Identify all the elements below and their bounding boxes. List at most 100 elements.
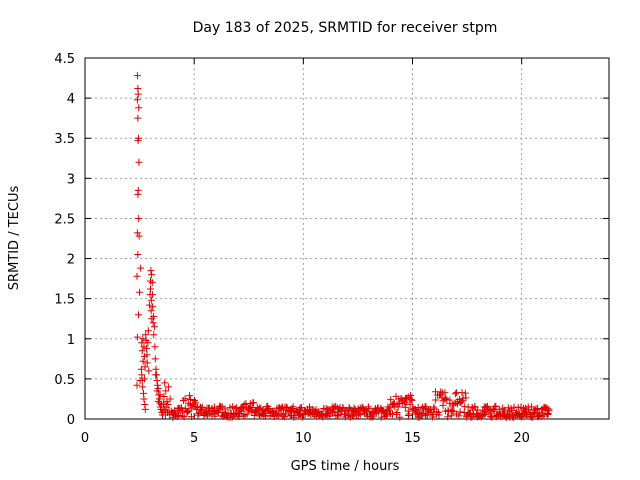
y-tick-label: 4: [67, 92, 75, 107]
data-point: [160, 399, 168, 407]
data-point: [195, 409, 203, 417]
y-tick-label: 4.5: [54, 52, 75, 67]
data-point: [148, 279, 156, 287]
data-point: [186, 392, 194, 400]
data-point: [294, 408, 302, 416]
data-point: [423, 411, 431, 419]
data-point: [147, 267, 155, 275]
data-point: [164, 383, 172, 391]
data-point: [135, 158, 143, 166]
y-tick-label: 0.5: [54, 373, 75, 388]
data-point: [153, 387, 161, 395]
data-point: [510, 403, 518, 411]
data-point: [138, 347, 146, 355]
data-point: [133, 333, 141, 341]
y-tick-label: 1: [67, 333, 75, 348]
data-point: [147, 277, 154, 285]
data-point: [134, 90, 142, 98]
data-point: [139, 357, 147, 365]
x-tick-label: 0: [81, 431, 89, 446]
data-point: [387, 396, 395, 404]
data-point: [430, 403, 438, 411]
data-point: [191, 398, 199, 406]
data-point: [180, 413, 188, 421]
data-point: [351, 408, 359, 416]
data-point: [150, 331, 158, 339]
data-point: [356, 411, 364, 419]
chart-title: Day 183 of 2025, SRMTID for receiver stp…: [193, 20, 498, 36]
data-point: [133, 381, 141, 389]
data-point: [135, 104, 143, 112]
data-point: [188, 413, 196, 421]
data-point: [406, 400, 414, 408]
data-point: [145, 301, 153, 309]
data-point: [181, 395, 189, 403]
data-point: [461, 389, 469, 397]
data-point: [134, 114, 142, 122]
data-point: [133, 72, 141, 80]
data-point: [262, 412, 270, 420]
data-point: [149, 319, 157, 327]
data-point: [133, 272, 141, 280]
data-point: [198, 406, 206, 414]
data-point: [527, 413, 535, 421]
data-point: [140, 375, 148, 383]
data-point: [405, 410, 413, 418]
data-point: [471, 403, 479, 411]
y-tick-label: 3: [67, 172, 75, 187]
data-point: [135, 214, 143, 222]
data-point: [385, 405, 393, 413]
data-point: [365, 405, 373, 413]
x-tick-label: 10: [295, 431, 312, 446]
data-point: [456, 408, 464, 416]
plot-frame: [84, 57, 610, 420]
data-point: [139, 335, 147, 343]
data-point: [164, 401, 172, 409]
data-point: [137, 264, 145, 272]
data-point: [492, 402, 500, 410]
data-point: [152, 371, 160, 379]
grid: [85, 58, 609, 419]
data-point: [186, 395, 194, 403]
data-point: [151, 343, 159, 351]
data-point: [135, 232, 143, 240]
data-point: [231, 411, 239, 419]
data-point: [154, 397, 162, 405]
data-point: [407, 392, 415, 400]
data-point: [156, 391, 164, 399]
data-point: [143, 351, 151, 359]
data-point: [148, 271, 156, 279]
data-point: [542, 404, 550, 412]
y-axis-label: SRMTID / TECUs: [7, 186, 22, 291]
data-point: [134, 311, 142, 319]
data-point: [145, 367, 153, 375]
data-point: [143, 359, 151, 367]
data-point: [399, 400, 407, 408]
data-point: [140, 395, 148, 403]
data-point: [161, 379, 169, 387]
data-point: [451, 390, 459, 398]
data-point: [184, 408, 192, 416]
y-tick-label: 2: [67, 253, 75, 268]
data-point: [447, 406, 455, 414]
x-tick-label: 15: [404, 431, 421, 446]
data-point: [179, 396, 187, 404]
data-point: [141, 405, 149, 413]
data-point: [396, 413, 404, 421]
data-point: [150, 323, 158, 331]
data-point: [348, 412, 356, 420]
data-point: [297, 404, 305, 412]
y-tick-label: 1.5: [54, 293, 75, 308]
data-points: [133, 72, 553, 421]
x-axis-label: GPS time / hours: [291, 459, 400, 474]
data-point: [252, 409, 260, 417]
x-tick-label: 20: [513, 431, 530, 446]
data-point: [281, 413, 289, 421]
data-point: [545, 407, 553, 415]
data-point: [408, 396, 416, 404]
data-point: [435, 411, 443, 419]
data-point: [144, 339, 152, 347]
data-point: [490, 407, 498, 415]
data-point: [147, 307, 155, 315]
